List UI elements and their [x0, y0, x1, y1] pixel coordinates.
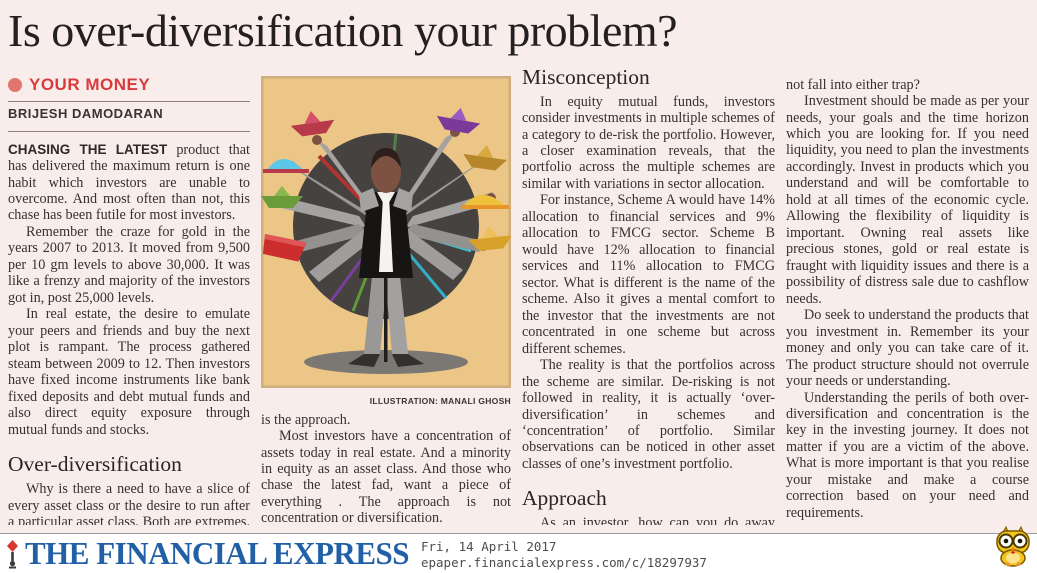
- paragraph: As an investor, how can you do away with…: [540, 515, 775, 525]
- publication-logo[interactable]: THE FINANCIAL EXPRESS: [5, 535, 409, 572]
- paragraph: Understanding the perils of both over-di…: [786, 389, 1029, 521]
- section-heading-over-diversification: Over-diversification: [8, 452, 182, 477]
- paragraph: Why is there a need to have a slice of e…: [8, 481, 250, 525]
- epaper-meta: Fri, 14 April 2017 epaper.financialexpre…: [421, 537, 707, 571]
- column-2: ILLUSTRATION: MANALI GHOSH is the approa…: [261, 63, 511, 525]
- column-3: Misconception In equity mutual funds, in…: [522, 63, 775, 525]
- paragraph: Do seek to understand the products that …: [786, 307, 1029, 390]
- masthead-title: THE FINANCIAL EXPRESS: [25, 535, 409, 571]
- owl-mascot[interactable]: [994, 525, 1032, 572]
- paragraph: Remember the craze for gold in the years…: [8, 223, 250, 306]
- paragraph: Investment should be made as per your ne…: [786, 93, 1029, 307]
- epaper-url[interactable]: epaper.financialexpress.com/c/18297937: [420, 554, 707, 570]
- kicker-label: YOUR MONEY: [29, 74, 151, 94]
- author-byline: BRIJESH DAMODARAN: [8, 105, 164, 121]
- column-4: not fall into either trap? Investment sh…: [786, 63, 1029, 525]
- illustration-caption: ILLUSTRATION: MANALI GHOSH: [369, 395, 511, 406]
- paragraph: Most investors have a concentration of a…: [261, 428, 511, 525]
- paragraph: is the approach.: [261, 411, 351, 428]
- paragraph: For instance, Scheme A would have 14% al…: [522, 192, 775, 357]
- financial-express-logo-mark-icon: [7, 539, 18, 568]
- paragraph: In equity mutual funds, investors consid…: [522, 93, 775, 192]
- multi-armed-investor-illustration: [261, 73, 511, 391]
- article-columns: YOUR MONEY BRIJESH DAMODARAN CHASING THE…: [0, 63, 1037, 525]
- lead-rest-text: product that has delivered the maximum r…: [8, 141, 250, 224]
- paragraph: not fall into either trap?: [786, 76, 920, 93]
- paragraph: The reality is that the portfolios acros…: [522, 357, 775, 472]
- epaper-footer: THE FINANCIAL EXPRESS Fri, 14 April 2017…: [0, 525, 1037, 573]
- column-1: YOUR MONEY BRIJESH DAMODARAN CHASING THE…: [8, 63, 250, 525]
- issue-date: Fri, 14 April 2017: [420, 538, 557, 554]
- rule-above-byline: [8, 100, 250, 102]
- lead-paragraph: CHASING THE LATEST product that has deli…: [8, 142, 250, 224]
- paragraph: In real estate, the desire to emulate yo…: [8, 306, 250, 438]
- illustration: ILLUSTRATION: MANALI GHOSH: [261, 73, 511, 406]
- red-dot-icon: [8, 77, 22, 92]
- section-heading-approach: Approach: [522, 486, 607, 511]
- owl-mascot-icon: [996, 525, 1030, 567]
- article-headline: Is over-diversification your problem?: [8, 5, 678, 56]
- rule-below-byline: [8, 130, 250, 132]
- section-heading-misconception: Misconception: [522, 64, 650, 89]
- lead-in-text: CHASING THE LATEST: [8, 141, 168, 157]
- section-kicker: YOUR MONEY: [8, 75, 250, 95]
